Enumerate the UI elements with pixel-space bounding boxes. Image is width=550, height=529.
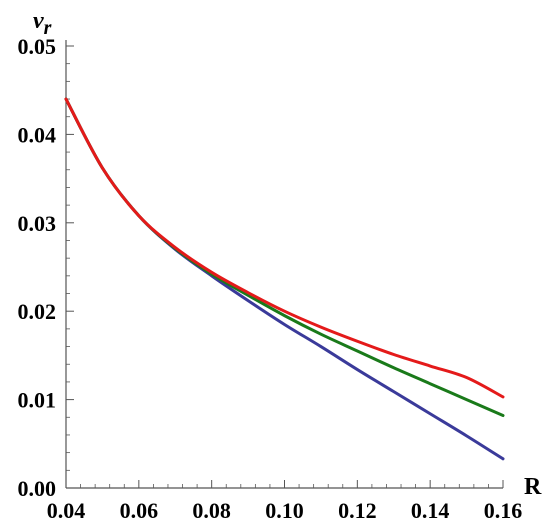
x-tick-label: 0.10: [265, 498, 304, 523]
y-axis-title-base: v: [33, 8, 44, 34]
axis-labels: R vr: [33, 8, 542, 500]
y-tick-label: 0.01: [18, 388, 57, 413]
y-axis-title-subscript: r: [44, 17, 52, 39]
series-line-3: [64, 97, 505, 399]
series-lines: [64, 97, 505, 461]
y-tick-label: 0.00: [18, 476, 57, 501]
y-axis-title: vr: [33, 8, 52, 39]
x-tick-label: 0.12: [338, 498, 377, 523]
x-tick-label: 0.14: [411, 498, 450, 523]
y-tick-label: 0.02: [18, 299, 57, 324]
x-tick-label: 0.16: [484, 498, 523, 523]
y-tick-label: 0.03: [18, 211, 57, 236]
x-axis-title: R: [524, 474, 542, 500]
series-line-1: [64, 97, 505, 461]
x-tick-label: 0.06: [120, 498, 159, 523]
y-tick-label: 0.05: [18, 34, 57, 59]
axes: 0.04 0.06 0.08 0.10 0.12 0.14 0.16 0.00 0.01 0.02…: [18, 34, 523, 523]
x-tick-label: 0.08: [192, 498, 231, 523]
x-tick-label: 0.04: [47, 498, 86, 523]
y-tick-label: 0.04: [18, 122, 57, 147]
